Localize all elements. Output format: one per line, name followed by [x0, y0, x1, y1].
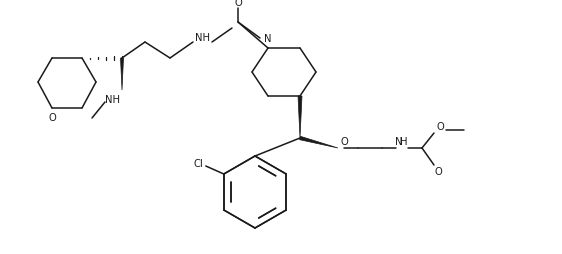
Polygon shape: [300, 136, 338, 148]
Polygon shape: [298, 96, 302, 138]
Text: NH: NH: [194, 33, 210, 43]
Text: O: O: [48, 113, 56, 123]
Text: Cl: Cl: [194, 159, 203, 169]
Text: O: O: [340, 137, 348, 147]
Text: O: O: [434, 167, 442, 177]
Text: H: H: [400, 137, 408, 147]
Text: O: O: [234, 0, 242, 8]
Text: N: N: [264, 34, 272, 44]
Text: NH: NH: [105, 95, 120, 105]
Text: N: N: [395, 137, 403, 147]
Polygon shape: [120, 58, 124, 90]
Text: O: O: [436, 122, 444, 132]
